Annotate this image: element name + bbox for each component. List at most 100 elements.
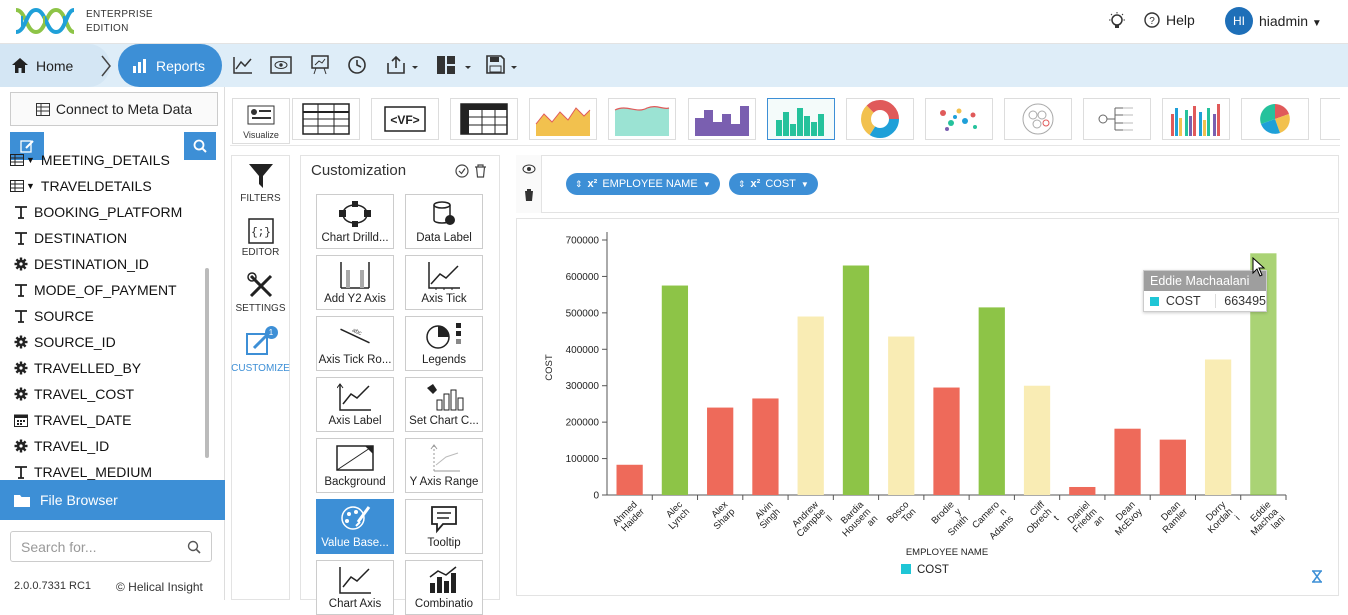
y-field-icon: x² — [750, 178, 761, 190]
bar[interactable] — [1023, 385, 1051, 495]
bar[interactable] — [1159, 439, 1186, 495]
connect-metadata-button[interactable]: Connect to Meta Data — [10, 92, 218, 126]
file-browser-button[interactable]: File Browser — [0, 480, 225, 520]
tree-item[interactable]: BOOKING_PLATFORM — [14, 201, 182, 223]
filters-tab[interactable]: FILTERS — [231, 162, 290, 204]
value-based-color-button[interactable]: Value Base... — [316, 499, 394, 554]
data-label-button[interactable]: Data Label — [405, 194, 483, 249]
avatar[interactable]: HI — [1225, 7, 1253, 35]
tooltip-button[interactable]: Tooltip — [405, 499, 483, 554]
set-chart-color-button[interactable]: Set Chart C... — [405, 377, 483, 432]
viz-table-thumbnail[interactable] — [292, 98, 360, 140]
add-y2-axis-button[interactable]: Add Y2 Axis — [316, 255, 394, 310]
bar[interactable] — [933, 387, 960, 495]
eye-icon[interactable] — [522, 164, 536, 174]
bar[interactable] — [888, 336, 915, 495]
chart-axis-button[interactable]: Chart Axis — [316, 560, 394, 615]
home-button[interactable]: Home — [0, 44, 110, 87]
viz-packed-circle-thumbnail[interactable] — [1004, 98, 1072, 140]
tree-item[interactable]: TRAVELLED_BY — [14, 357, 141, 379]
sort-icon: ⇕ — [575, 178, 583, 189]
tree-item[interactable]: ▼ TRAVELDETAILS — [10, 175, 152, 197]
legends-button[interactable]: Legends — [405, 316, 483, 371]
chart-drilldown-button[interactable]: Chart Drilld... — [316, 194, 394, 249]
history-tool-icon[interactable] — [347, 52, 367, 78]
y-tick-label: 200000 — [566, 418, 600, 429]
edit-button[interactable] — [10, 132, 44, 160]
check-circle-icon[interactable] — [455, 164, 469, 178]
tree-item[interactable]: TRAVEL_MEDIUM — [14, 461, 152, 480]
tree-item[interactable]: TRAVEL_DATE — [14, 409, 132, 431]
user-menu[interactable]: hiadmin ▼ — [1259, 13, 1322, 29]
settings-tab[interactable]: SETTINGS — [231, 272, 290, 314]
home-label: Home — [36, 57, 74, 74]
viz-more-thumbnail[interactable] — [1320, 98, 1340, 140]
layout-tool-icon[interactable] — [436, 52, 474, 78]
viz-bar-thumbnail-selected[interactable] — [767, 98, 835, 140]
axis-tick-rotation-button[interactable]: abc Axis Tick Ro... — [316, 316, 394, 371]
customize-tab[interactable]: 1 CUSTOMIZE — [231, 326, 290, 374]
tree-item[interactable]: ▼ MEETING_DETAILS — [10, 150, 170, 171]
bar[interactable] — [1069, 486, 1096, 495]
text-type-icon — [14, 309, 28, 323]
editor-tab[interactable]: {;} EDITOR — [231, 218, 290, 258]
trash-icon[interactable] — [524, 189, 534, 201]
viz-crosstab-thumbnail[interactable] — [450, 98, 518, 140]
axis-label-button[interactable]: Axis Label — [316, 377, 394, 432]
bar[interactable] — [752, 398, 779, 495]
viz-column-thumbnail[interactable] — [688, 98, 756, 140]
x-field-icon: x² — [587, 178, 598, 190]
tree-item[interactable]: SOURCE — [14, 305, 94, 327]
y-axis-range-button[interactable]: Y Axis Range — [405, 438, 483, 493]
search-input[interactable]: Search for... — [10, 531, 212, 562]
trash-icon[interactable] — [474, 164, 487, 178]
x-field-pill[interactable]: ⇕ x² EMPLOYEE NAME ▼ — [566, 173, 720, 195]
viz-stream-thumbnail[interactable] — [608, 98, 676, 140]
export-tool-icon[interactable] — [386, 52, 418, 78]
tree-item[interactable]: DESTINATION_ID — [14, 253, 149, 275]
viz-bubble-thumbnail[interactable] — [925, 98, 993, 140]
tree-item[interactable]: TRAVEL_COST — [14, 383, 134, 405]
viz-area-thumbnail[interactable] — [529, 98, 597, 140]
bar[interactable] — [616, 464, 643, 495]
background-button[interactable]: Background — [316, 438, 394, 493]
table-icon: ▼ — [10, 180, 35, 192]
combination-button[interactable]: Combinatio — [405, 560, 483, 615]
preview-tool-icon[interactable] — [270, 52, 292, 78]
bar[interactable] — [661, 285, 689, 495]
bar[interactable] — [978, 307, 1005, 495]
tree-item[interactable]: TRAVEL_ID — [14, 435, 109, 457]
tree-scrollbar[interactable] — [205, 268, 209, 458]
visualize-button[interactable]: Visualize — [232, 98, 290, 144]
tree-item[interactable]: DESTINATION — [14, 227, 127, 249]
viz-vf-thumbnail[interactable]: <VF> — [371, 98, 439, 140]
legends-icon — [424, 317, 464, 354]
sidebar-search-button[interactable] — [184, 132, 216, 160]
bar[interactable] — [707, 407, 734, 495]
bar[interactable] — [1204, 359, 1232, 495]
viz-pie-thumbnail[interactable] — [1241, 98, 1309, 140]
bar[interactable] — [842, 265, 870, 496]
hourglass-icon[interactable] — [1311, 570, 1323, 583]
presentation-tool-icon[interactable] — [310, 52, 330, 78]
helical-logo[interactable] — [14, 6, 76, 36]
tree-item[interactable]: MODE_OF_PAYMENT — [14, 279, 177, 301]
bar[interactable] — [1114, 428, 1141, 495]
tooltip-value: 663495 — [1215, 294, 1266, 308]
viz-tree-thumbnail[interactable] — [1083, 98, 1151, 140]
y-tick-label: 500000 — [566, 308, 600, 319]
bulb-icon[interactable] — [1107, 11, 1127, 31]
y-field-pill[interactable]: ⇕ x² COST ▼ — [729, 173, 818, 195]
save-tool-icon[interactable] — [486, 52, 520, 78]
axis-tick-button[interactable]: Axis Tick — [405, 255, 483, 310]
set-chart-color-label: Set Chart C... — [409, 415, 479, 427]
help-link[interactable]: ? Help — [1144, 12, 1195, 28]
folder-icon — [14, 494, 30, 507]
reports-button[interactable]: Reports — [118, 44, 222, 87]
line-chart-tool-icon[interactable] — [233, 52, 253, 78]
viz-donut-thumbnail[interactable] — [846, 98, 914, 140]
tree-item[interactable]: SOURCE_ID — [14, 331, 116, 353]
viz-multibar-thumbnail[interactable] — [1162, 98, 1230, 140]
bar[interactable] — [797, 316, 824, 496]
x-tick-label: CliffObrecht — [1017, 499, 1061, 543]
